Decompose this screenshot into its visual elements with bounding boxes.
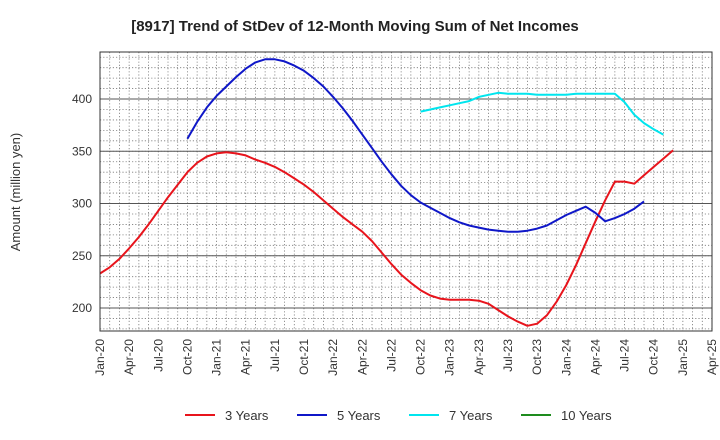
x-tick-label: Jan-20 [93,339,107,376]
y-tick-label: 350 [72,144,92,158]
grid-lines [99,52,713,331]
x-tick-label: Apr-25 [705,339,719,375]
x-tick-label: Jul-22 [384,339,398,372]
x-tick-label: Jul-20 [151,339,165,372]
series-lines [99,58,674,327]
plot-border [99,51,713,332]
x-tick-label: Oct-20 [180,339,194,375]
y-tick-label: 300 [72,197,92,211]
x-tick-label: Jan-22 [326,339,340,376]
legend-label: 3 Years [225,408,269,423]
legend: 3 Years 5 Years 7 Years 10 Years [185,408,612,423]
legend-label: 5 Years [337,408,381,423]
x-tick-label: Apr-23 [472,339,486,375]
legend-label: 7 Years [449,408,493,423]
y-tick-label: 400 [72,92,92,106]
x-tick-label: Jan-25 [676,339,690,376]
x-tick-label: Jul-24 [618,339,632,372]
chart-title: [8917] Trend of StDev of 12-Month Moving… [131,18,579,35]
x-tick-label: Jul-21 [268,339,282,372]
x-tick-label: Jan-24 [559,339,573,376]
y-axis-ticks: 200 250 300 350 400 [72,92,92,315]
x-tick-label: Apr-22 [355,339,369,375]
plot-frame [99,51,713,332]
x-tick-label: Apr-21 [239,339,253,375]
series-line-3-years [99,149,674,327]
x-tick-label: Oct-23 [530,339,544,375]
y-tick-label: 200 [72,301,92,315]
y-axis-label: Amount (million yen) [8,133,23,252]
x-axis-ticks: Jan-20 Apr-20 Jul-20 Oct-20 Jan-21 Apr-21 Jul-… [93,339,719,376]
x-tick-label: Apr-24 [588,339,602,375]
series-line-7-years [420,91,664,136]
x-tick-label: Jan-23 [443,339,457,376]
series-line-5-years [186,58,645,233]
y-tick-label: 250 [72,249,92,263]
x-tick-label: Apr-20 [122,339,136,375]
x-tick-label: Jul-23 [501,339,515,372]
x-tick-label: Oct-24 [647,339,661,375]
x-tick-label: Oct-21 [297,339,311,375]
x-tick-label: Jan-21 [210,339,224,376]
legend-label: 10 Years [561,408,612,423]
x-tick-label: Oct-22 [414,339,428,375]
